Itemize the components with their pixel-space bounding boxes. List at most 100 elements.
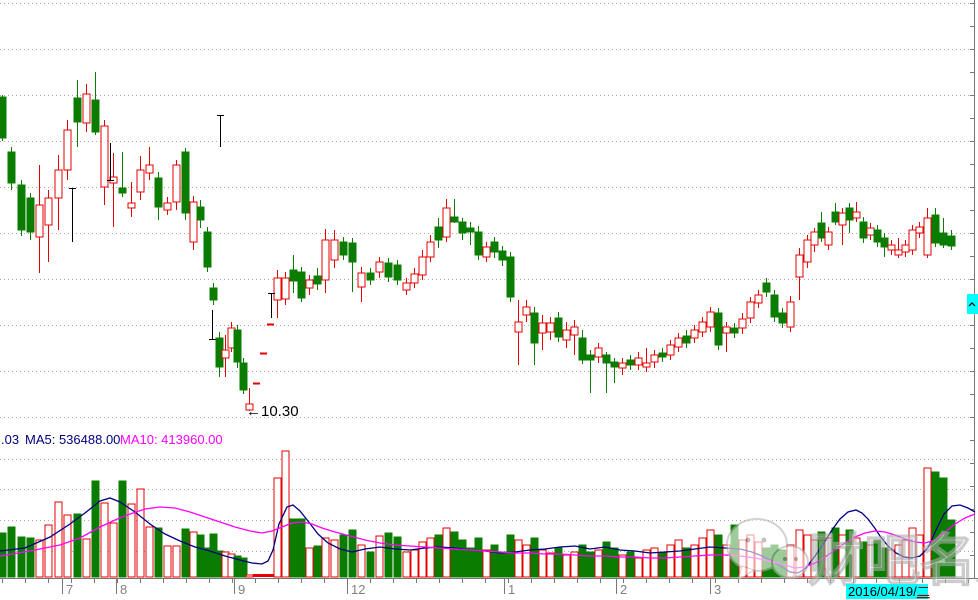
candle-body	[163, 202, 172, 211]
volume-bar	[939, 477, 948, 578]
candle-body	[221, 349, 230, 359]
volume-bar	[490, 544, 499, 578]
candle-body	[602, 354, 611, 364]
candle-body	[682, 335, 691, 344]
candle-body	[738, 318, 747, 329]
annotation-layer	[69, 115, 275, 340]
candle-body	[330, 239, 339, 261]
candle-body	[73, 97, 82, 123]
candle-body	[35, 204, 44, 238]
x-axis-month-label: 9	[238, 582, 245, 597]
bubble-eye-icon	[745, 537, 751, 543]
candle-body	[522, 306, 531, 316]
candle-body	[642, 362, 651, 368]
candle-body	[817, 222, 826, 239]
volume-bar	[330, 539, 339, 578]
volume-bar	[586, 551, 595, 578]
wechat-bubble-small-icon	[771, 545, 809, 579]
candle-body	[17, 184, 26, 231]
volume-bar	[554, 547, 563, 578]
candle-body	[831, 211, 840, 223]
candlestick-layer	[0, 72, 956, 411]
volume-bar	[321, 537, 330, 578]
candle-body	[118, 187, 127, 194]
volume-bar	[618, 554, 627, 578]
candle-body	[634, 357, 643, 366]
volume-bar	[418, 541, 427, 578]
candle-body	[100, 125, 109, 188]
candle-body	[770, 294, 779, 318]
volume-bar	[498, 551, 507, 578]
volume-bar	[393, 536, 402, 578]
candle-body	[746, 301, 755, 319]
candle-body	[778, 312, 787, 324]
bubble-eye-icon	[783, 557, 787, 561]
volume-bar	[474, 537, 483, 578]
volume-bar	[54, 501, 63, 578]
wechat-bubble-tail-icon	[737, 565, 756, 582]
candle-body	[626, 359, 635, 366]
candle-body	[852, 211, 861, 219]
candle-body	[203, 231, 212, 268]
volume-bar	[145, 526, 154, 578]
volume-bar	[313, 545, 322, 578]
candle-body	[538, 322, 547, 334]
candle-body	[321, 239, 330, 281]
volume-bar	[666, 544, 675, 578]
candle-body	[281, 277, 290, 300]
candle-body	[845, 207, 854, 221]
candle-body	[442, 207, 451, 238]
volume-bar	[297, 518, 306, 578]
candle-body	[54, 169, 63, 199]
volume-bar	[82, 538, 91, 578]
volume-layer	[0, 450, 956, 578]
x-axis-month-label: 7	[66, 582, 73, 597]
candle-body	[586, 354, 595, 361]
volume-bar	[181, 528, 190, 578]
candle-body	[434, 226, 443, 241]
volume-bar	[100, 502, 109, 578]
volume-bar	[136, 488, 145, 578]
candle-body	[562, 329, 571, 341]
volume-bar	[594, 549, 603, 578]
candle-body	[873, 229, 882, 243]
volume-bar	[658, 552, 667, 578]
candle-body	[209, 287, 218, 301]
volume-bar	[522, 544, 531, 578]
candle-body	[357, 272, 366, 288]
volume-bar	[35, 539, 44, 578]
date-tag-weekday: 二	[917, 584, 930, 599]
candle-body	[91, 99, 100, 133]
volume-bar	[458, 539, 467, 578]
x-axis-month-label: 12	[351, 582, 365, 597]
volume-bar	[682, 547, 691, 578]
candle-body	[348, 242, 357, 263]
candle-body	[313, 275, 322, 285]
x-axis-month-label: 3	[714, 582, 721, 597]
volume-bar	[196, 534, 205, 578]
volume-bar	[17, 536, 26, 578]
volume-bar	[339, 534, 348, 578]
candle-body	[127, 202, 136, 209]
candle-body	[901, 244, 910, 253]
candle-body	[44, 197, 53, 226]
volume-bar	[384, 532, 393, 578]
candle-body	[196, 206, 205, 221]
volume-bar	[546, 552, 555, 578]
candle-body	[181, 151, 190, 214]
candle-body	[426, 241, 435, 258]
candle-body	[546, 322, 555, 333]
volume-bar	[118, 480, 127, 578]
volume-value-fragment: .03	[1, 432, 19, 447]
candle-body	[474, 231, 483, 256]
volume-bar	[239, 557, 248, 578]
volume-bar	[530, 537, 539, 578]
volume-bar	[450, 531, 459, 578]
candle-body	[706, 311, 715, 328]
candle-body	[289, 269, 298, 282]
volume-bar	[348, 529, 357, 578]
candle-body	[838, 212, 847, 226]
volume-bar	[172, 545, 181, 578]
